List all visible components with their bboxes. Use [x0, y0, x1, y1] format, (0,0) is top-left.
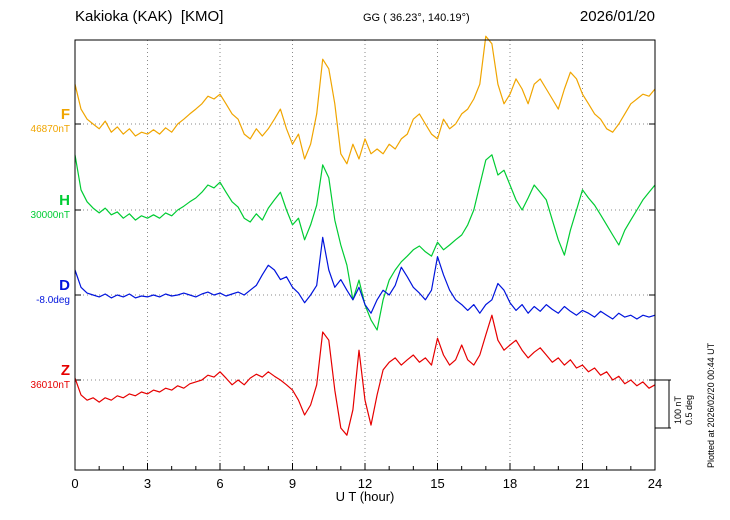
series-Z-trace	[74, 314, 656, 436]
channel-D-baseline-value: -8.0deg	[36, 295, 70, 306]
grid-layer	[74, 40, 656, 470]
channel-F-label-block: F 46870nT	[8, 107, 70, 135]
channel-H-letter: H	[59, 192, 70, 209]
x-tick-label: 0	[71, 476, 78, 491]
channel-H-baseline-value: 30000nT	[30, 210, 70, 221]
x-tick-label: 18	[503, 476, 517, 491]
scale-bar-label-deg: 0.5 deg	[684, 395, 694, 425]
channel-H-label-block: H 30000nT	[8, 193, 70, 221]
channel-Z-baseline-value: 36010nT	[30, 380, 70, 391]
x-tick-label: 3	[144, 476, 151, 491]
x-tick-label: 9	[289, 476, 296, 491]
series-layer	[74, 35, 656, 436]
channel-Z-letter: Z	[60, 362, 70, 379]
channel-F-baseline-value: 46870nT	[30, 124, 70, 135]
channel-D-label-block: D -8.0deg	[8, 278, 70, 306]
x-axis-label: U T (hour)	[336, 489, 395, 504]
plot-date: 2026/01/20	[579, 8, 655, 25]
plot-border	[74, 39, 656, 471]
axis-label-layer: 0 3 6 9 12 15 18 21 24	[71, 476, 662, 491]
channel-D-letter: D	[59, 277, 70, 294]
channel-Z-label-block: Z 36010nT	[8, 363, 70, 391]
scale-bar-label-nt: 100 nT	[673, 395, 683, 424]
x-tick-label: 24	[648, 476, 662, 491]
x-tick-label: 6	[216, 476, 223, 491]
x-tick-label: 15	[430, 476, 444, 491]
plotted-at-note: Plotted at 2026/02/20 00:44 UT	[706, 342, 716, 468]
x-tick-label: 12	[358, 476, 372, 491]
observatory-coordinates: GG ( 36.23°, 140.19°)	[363, 12, 470, 24]
station-title: Kakioka (KAK) [KMO]	[75, 8, 224, 25]
series-D-trace	[74, 236, 656, 320]
channel-F-letter: F	[60, 106, 70, 123]
series-F-trace	[74, 35, 656, 165]
x-tick-label: 21	[575, 476, 589, 491]
